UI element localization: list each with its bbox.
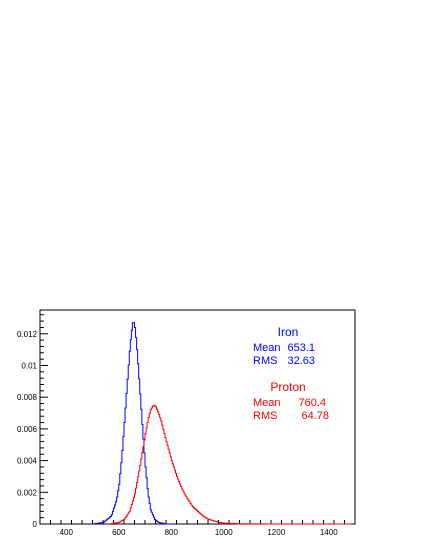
x-tick-label: 400: [60, 528, 74, 537]
axes: 0 0.002 0.004 0.006 0.008 0.01 0.012 400 600 800 1…: [17, 314, 356, 537]
iron-stats-title: Iron: [278, 325, 299, 339]
series-group: [92, 322, 351, 525]
y-tick-label: 0: [33, 520, 38, 529]
proton-rms-label: RMS: [253, 410, 277, 422]
proton-mean-value: 760.4: [298, 397, 326, 409]
proton-stats-box: Proton Mean 760.4 RMS 64.78: [253, 380, 329, 422]
y-tick-label: 0.008: [17, 393, 38, 402]
iron-rms-value: 32.63: [287, 355, 315, 367]
x-tick-label: 1200: [267, 528, 285, 537]
y-tick-label: 0.012: [17, 330, 38, 339]
proton-stats-title: Proton: [270, 380, 305, 394]
y-tick-label: 0.006: [17, 425, 38, 434]
proton-mean-label: Mean: [253, 397, 281, 409]
y-tick-label: 0.002: [17, 488, 38, 497]
proton-histogram-line: [108, 404, 351, 525]
iron-histogram-line: [92, 322, 173, 525]
proton-rms-value: 64.78: [301, 410, 329, 422]
x-tick-label: 800: [165, 528, 179, 537]
y-tick-label: 0.004: [17, 457, 38, 466]
iron-mean-label: Mean: [253, 342, 281, 354]
iron-rms-label: RMS: [253, 355, 277, 367]
x-tick-label: 600: [112, 528, 126, 537]
y-tick-label: 0.01: [21, 361, 37, 370]
iron-stats-box: Iron Mean 653.1 RMS 32.63: [253, 325, 315, 367]
x-tick-label: 1000: [215, 528, 233, 537]
x-tick-label: 1400: [320, 528, 338, 537]
iron-mean-value: 653.1: [287, 342, 315, 354]
